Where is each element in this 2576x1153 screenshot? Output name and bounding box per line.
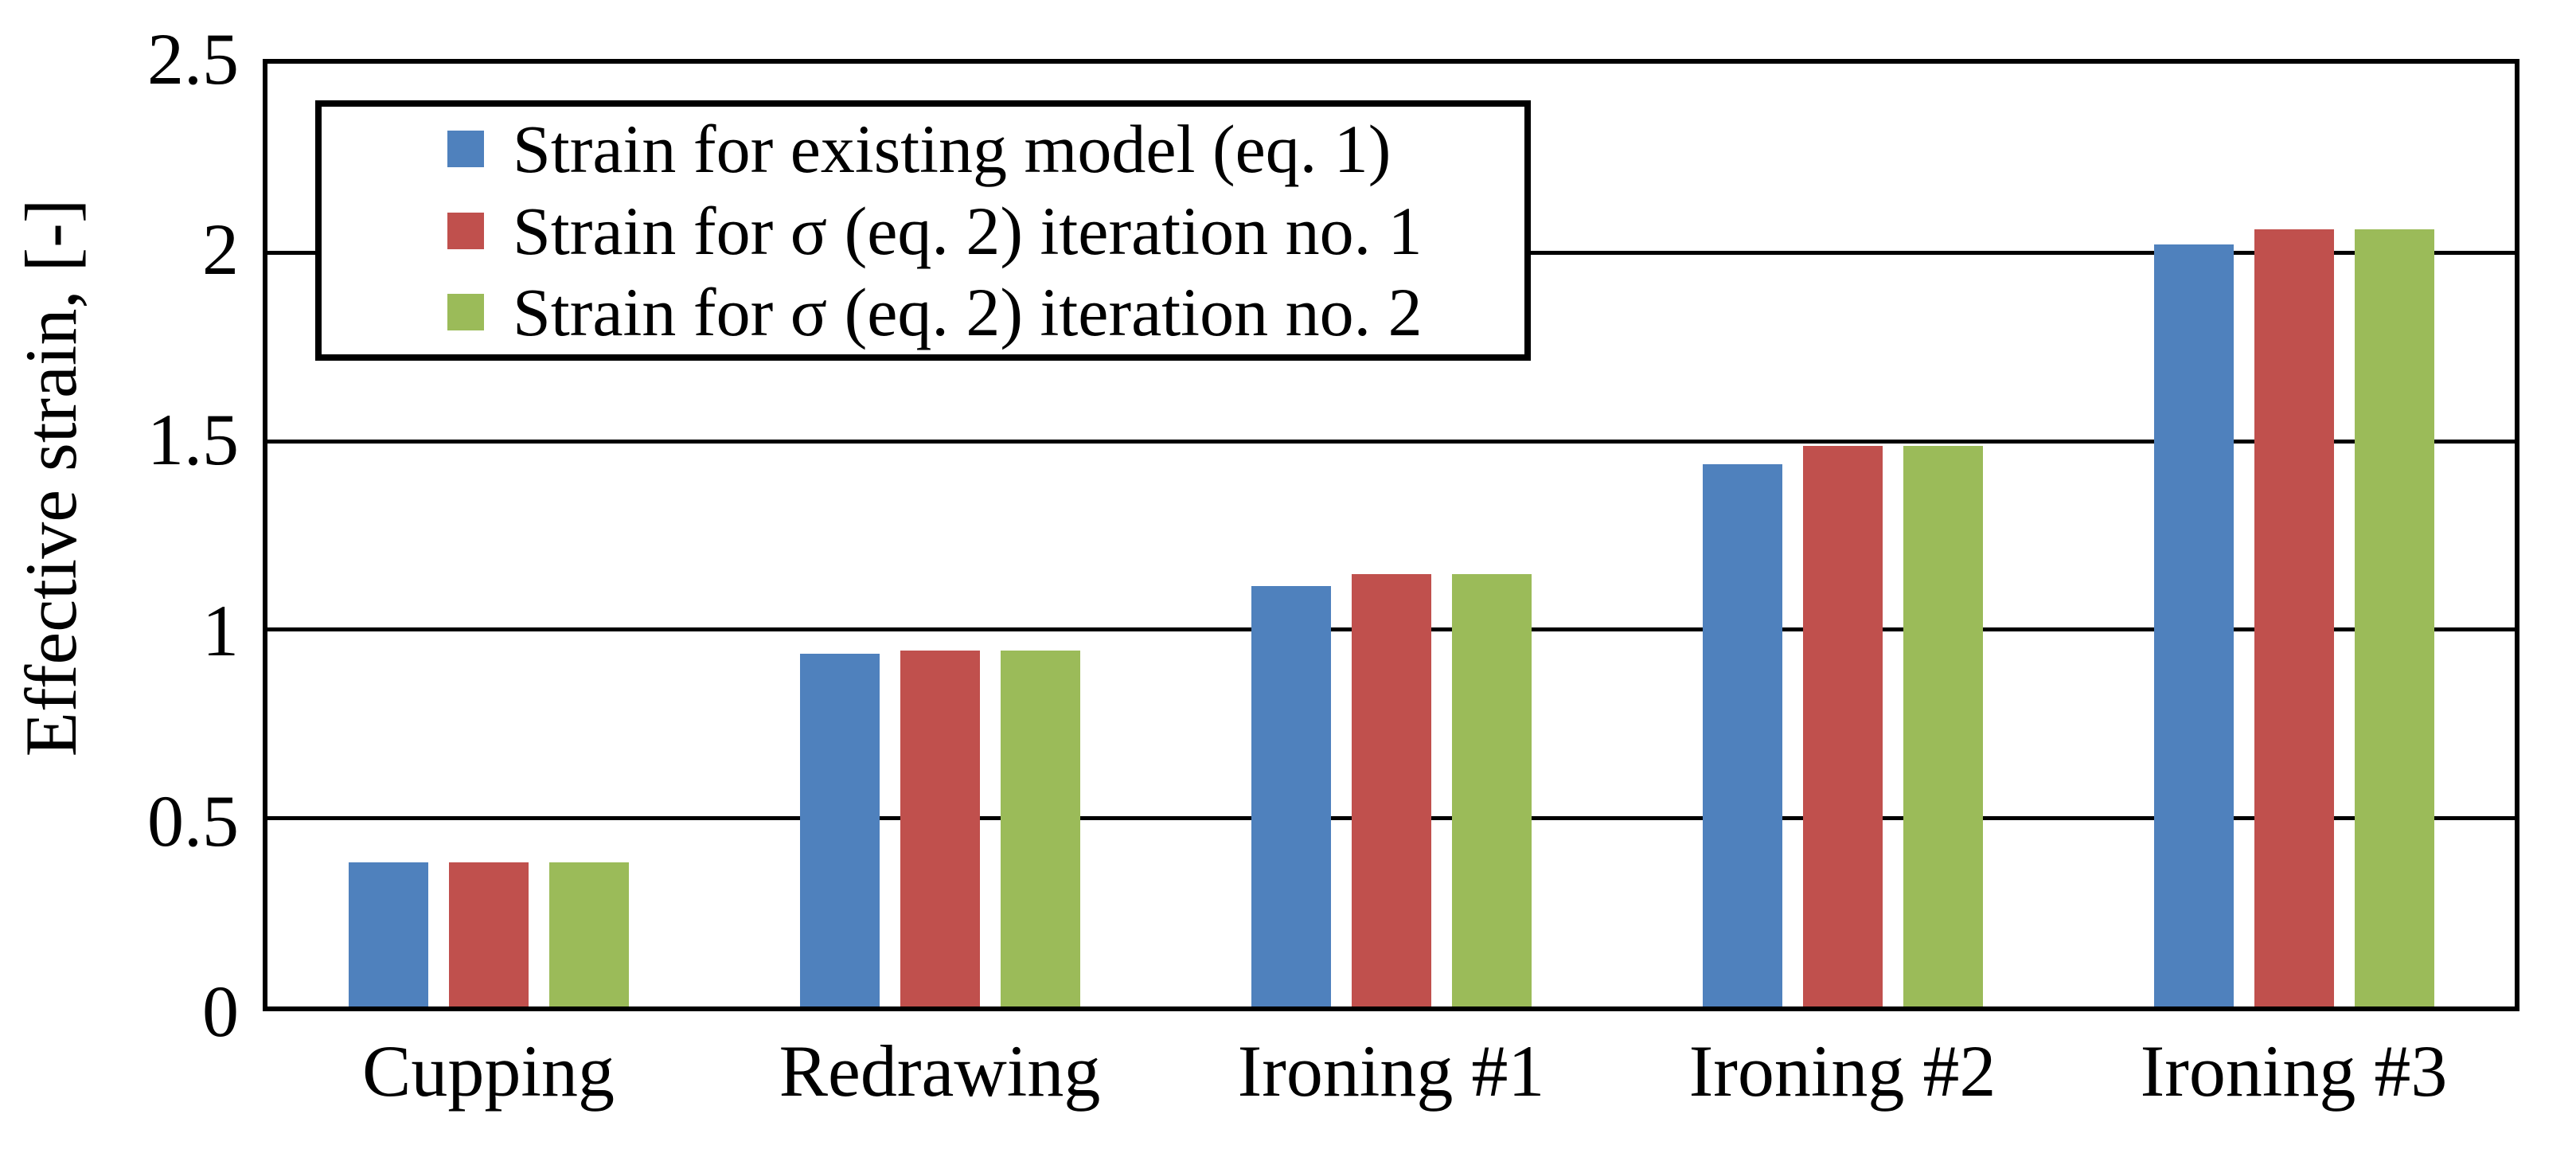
y-tick-label-0: 0 <box>202 971 239 1052</box>
y-tick-label-1-5: 1.5 <box>147 399 239 481</box>
y-tick-label-2: 2 <box>202 209 239 291</box>
y-tick-label-0-5: 0.5 <box>147 780 239 862</box>
bar-series3-cupping <box>548 862 629 1006</box>
bar-series2-ironing-3 <box>2254 229 2334 1006</box>
bar-group-cupping <box>263 59 714 1006</box>
bars-container <box>263 59 2519 1011</box>
bar-series3-redrawing <box>1000 650 1080 1006</box>
gridline-1.5 <box>267 439 2515 444</box>
bar-group-ironing-1 <box>1165 59 1617 1006</box>
bar-series3-ironing-1 <box>1451 574 1532 1006</box>
x-axis-category-labels: Cupping Redrawing Ironing #1 Ironing #2 Iron… <box>263 1029 2519 1113</box>
bar-series1-redrawing <box>799 654 880 1006</box>
bar-series1-ironing-2 <box>1702 464 1782 1006</box>
bar-series2-ironing-2 <box>1802 445 1883 1006</box>
legend-item-1: Strain for existing model (eq. 1) <box>447 109 1524 189</box>
bar-series1-ironing-3 <box>2153 244 2234 1006</box>
legend-item-3: Strain for σ (eq. 2) iteration no. 2 <box>447 272 1524 352</box>
x-category-label-ironing-1: Ironing #1 <box>1237 1030 1545 1112</box>
bar-series2-ironing-1 <box>1351 574 1431 1006</box>
bar-group-ironing-2 <box>1617 59 2068 1006</box>
legend-swatch-series1 <box>447 130 484 167</box>
x-category-label-cupping: Cupping <box>362 1030 615 1112</box>
bar-series3-ironing-3 <box>2354 229 2434 1006</box>
y-tick-label-2-5: 2.5 <box>147 18 239 100</box>
legend-swatch-series2 <box>447 212 484 249</box>
bar-series1-ironing-1 <box>1251 585 1331 1006</box>
bar-group-redrawing <box>714 59 1165 1006</box>
legend-label-series3: Strain for σ (eq. 2) iteration no. 2 <box>513 274 1423 351</box>
legend: Strain for existing model (eq. 1) Strain … <box>315 100 1531 361</box>
bar-series2-redrawing <box>900 650 980 1006</box>
legend-item-2: Strain for σ (eq. 2) iteration no. 1 <box>447 191 1524 271</box>
bar-series3-ironing-2 <box>1903 445 1983 1006</box>
x-category-label-ironing-3: Ironing #3 <box>2140 1030 2448 1112</box>
x-category-label-ironing-2: Ironing #2 <box>1688 1030 1996 1112</box>
bar-series2-cupping <box>448 862 529 1006</box>
x-category-label-redrawing: Redrawing <box>779 1030 1101 1112</box>
bar-series1-cupping <box>348 862 428 1006</box>
legend-label-series1: Strain for existing model (eq. 1) <box>513 110 1391 187</box>
legend-label-series2: Strain for σ (eq. 2) iteration no. 1 <box>513 192 1423 269</box>
y-tick-label-1: 1 <box>202 589 239 671</box>
legend-swatch-series3 <box>447 294 484 331</box>
bar-group-ironing-3 <box>2068 59 2519 1006</box>
